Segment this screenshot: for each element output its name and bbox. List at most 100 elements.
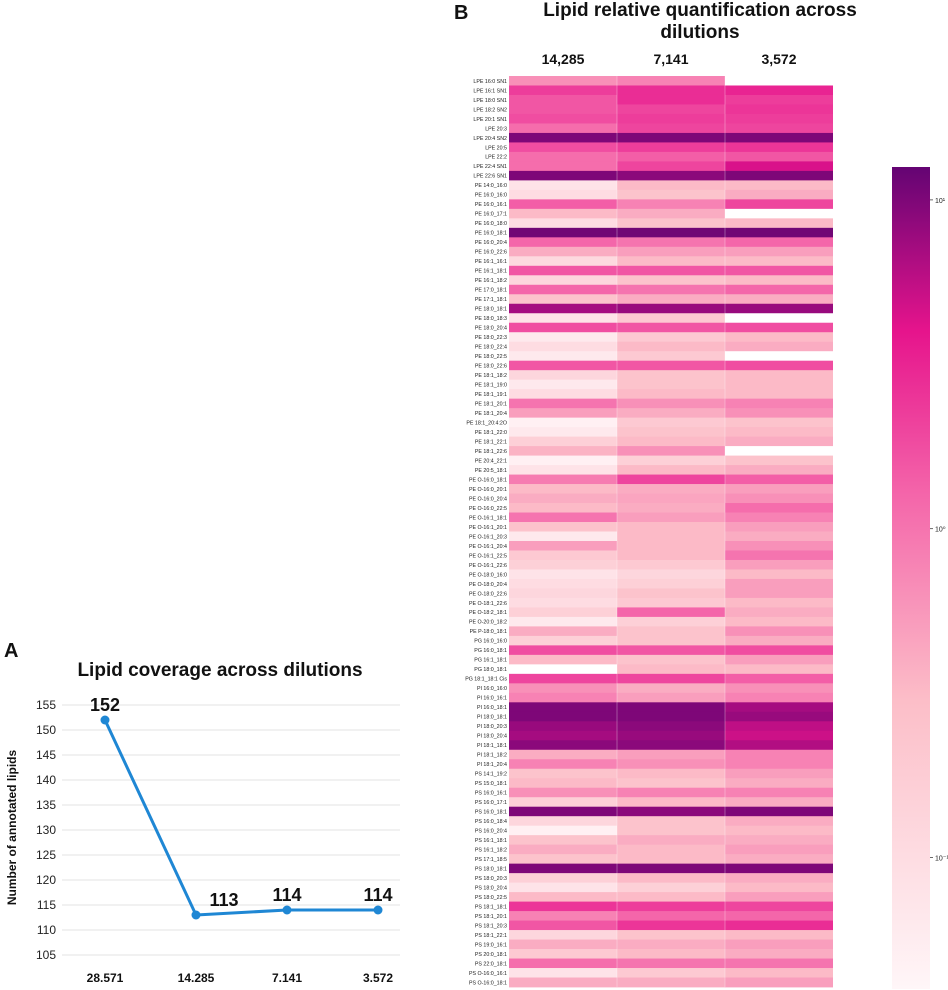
row-label: PE O-18:2_18:1 <box>469 610 507 616</box>
row-label: PE O-16:0_22:5 <box>469 506 507 512</box>
row-label: PI 18:1_20:4 <box>477 762 507 768</box>
heatmap-cell <box>617 617 725 627</box>
heatmap-cell <box>509 133 617 143</box>
heatmap-cell <box>617 266 725 276</box>
heatmap-cell <box>509 560 617 570</box>
heatmap-cell <box>725 626 833 636</box>
heatmap-cell <box>725 854 833 864</box>
heatmap-cell <box>617 294 725 304</box>
heatmap-cell <box>617 921 725 931</box>
heatmap-cell <box>617 674 725 684</box>
row-label: LPE 22:2 <box>485 155 507 161</box>
y-tick-label: 155 <box>36 698 56 712</box>
row-label: PE O-16:1_20:1 <box>469 525 507 531</box>
data-label: 114 <box>272 885 301 905</box>
heatmap-cell <box>725 494 833 504</box>
heatmap-cell <box>509 930 617 940</box>
heatmap-cell <box>509 664 617 674</box>
heatmap-cell <box>509 940 617 950</box>
row-label: PE 16:0_20:4 <box>475 240 507 246</box>
heatmap-cell <box>725 418 833 428</box>
heatmap-cell <box>509 636 617 646</box>
panel-a-letter: A <box>4 640 18 663</box>
heatmap-cell <box>725 797 833 807</box>
y-tick-label: 145 <box>36 748 56 762</box>
heatmap-cell <box>725 161 833 171</box>
row-label: PE 16:0_18:0 <box>475 221 507 227</box>
row-label: PE O-16:1_20:4 <box>469 544 507 550</box>
heatmap-cell <box>725 522 833 532</box>
heatmap-cell <box>509 104 617 114</box>
row-label: PE 18:1_22:1 <box>475 439 507 445</box>
row-label: PS 16:1_18:2 <box>475 847 507 853</box>
heatmap-cell <box>509 494 617 504</box>
heatmap-cell <box>617 959 725 969</box>
heatmap-cell <box>509 285 617 295</box>
heatmap-cell <box>509 750 617 760</box>
heatmap-cell <box>509 218 617 228</box>
heatmap-cell <box>509 702 617 712</box>
heatmap-cell <box>509 712 617 722</box>
heatmap-cell <box>509 892 617 902</box>
heatmap-cell <box>617 503 725 513</box>
heatmap-cell <box>617 626 725 636</box>
heatmap-cell <box>509 617 617 627</box>
heatmap-cell <box>725 266 833 276</box>
heatmap-cell <box>617 636 725 646</box>
row-label: PG 16:1_18:1 <box>474 658 507 664</box>
heatmap-cell <box>509 228 617 238</box>
row-label: LPE 18:2 SN2 <box>473 107 507 113</box>
heatmap-cell <box>509 816 617 826</box>
heatmap-cell <box>725 446 833 456</box>
data-point <box>192 911 201 920</box>
heatmap-cell <box>725 95 833 105</box>
heatmap-cell <box>509 883 617 893</box>
heatmap-cell <box>509 835 617 845</box>
heatmap-cell <box>725 645 833 655</box>
heatmap-cell <box>617 161 725 171</box>
heatmap-cell <box>617 607 725 617</box>
heatmap-cell <box>617 437 725 447</box>
heatmap-cell <box>509 959 617 969</box>
heatmap-cell <box>509 522 617 532</box>
heatmap-cell <box>509 456 617 466</box>
heatmap-cell <box>617 835 725 845</box>
heatmap-cell <box>509 123 617 133</box>
heatmap-cell <box>725 294 833 304</box>
heatmap-cell <box>725 588 833 598</box>
heatmap-cell <box>617 199 725 209</box>
row-label: PI 16:0_18:1 <box>477 705 507 711</box>
heatmap-cell <box>617 873 725 883</box>
heatmap-cell <box>617 788 725 798</box>
heatmap-cell <box>725 902 833 912</box>
row-label: PS 16:0_20:4 <box>475 829 507 835</box>
row-label: PE O-18:0_20:4 <box>469 582 507 588</box>
row-label: PI 16:0_16:0 <box>477 686 507 692</box>
row-label: PS 18:1_20:3 <box>475 923 507 929</box>
row-label: PE 18:1_19:1 <box>475 392 507 398</box>
row-label: LPE 20:1 SN1 <box>473 117 507 123</box>
row-label: PE O-20:0_18:2 <box>469 620 507 626</box>
row-label: PS 14:1_19:2 <box>475 772 507 778</box>
heatmap-cell <box>617 664 725 674</box>
heatmap-cell <box>509 778 617 788</box>
y-tick-label: 105 <box>36 948 56 962</box>
heatmap-cell <box>509 180 617 190</box>
row-label: LPE 22:6 SN1 <box>473 174 507 180</box>
row-label: PE O-16:1_18:1 <box>469 515 507 521</box>
heatmap-cell <box>725 873 833 883</box>
y-tick-label: 110 <box>37 923 56 937</box>
heatmap-cell <box>617 180 725 190</box>
heatmap-cell <box>725 133 833 143</box>
heatmap-cell <box>725 275 833 285</box>
row-label: PS 18:0_20:3 <box>475 876 507 882</box>
heatmap-cell <box>617 522 725 532</box>
row-label: PE 18:1_20:1 <box>475 401 507 407</box>
row-label: PS 20:0_18:1 <box>475 952 507 958</box>
y-axis-label: Number of annotated lipids <box>5 750 19 906</box>
heatmap-cell <box>617 826 725 836</box>
line-chart-title: Lipid coverage across dilutions <box>70 660 370 682</box>
series-line <box>105 720 378 915</box>
heatmap-cell <box>725 911 833 921</box>
row-label: PS O-16:0_16:1 <box>469 971 507 977</box>
